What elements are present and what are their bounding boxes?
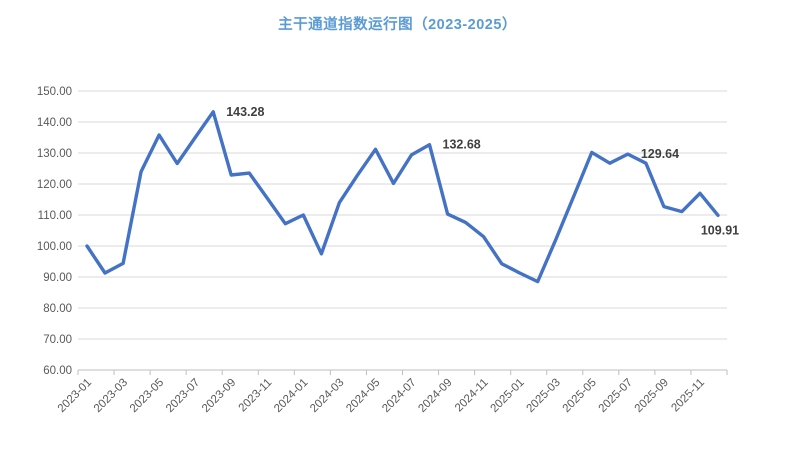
x-axis-tick-label: 2024-01 xyxy=(272,377,310,415)
x-axis-tick-label: 2025-01 xyxy=(488,377,526,415)
y-axis-tick-label: 60.00 xyxy=(43,365,72,377)
x-axis-tick-label: 2024-07 xyxy=(380,377,418,415)
y-axis-tick-label: 150.00 xyxy=(37,86,72,98)
y-axis-tick-label: 140.00 xyxy=(37,117,72,129)
x-axis-tick-label: 2024-05 xyxy=(344,377,382,415)
index-series-line xyxy=(85,110,720,284)
x-axis-tick-label: 2025-07 xyxy=(597,377,635,415)
x-axis-tick-label: 2023-09 xyxy=(200,377,238,415)
x-axis-tick-label: 2025-09 xyxy=(633,377,671,415)
x-axis-tick-label: 2025-11 xyxy=(669,377,707,415)
x-axis-tick-label: 2024-11 xyxy=(453,377,491,415)
x-axis-tick-label: 2023-03 xyxy=(92,377,130,415)
data-label: 132.68 xyxy=(443,138,481,152)
x-axis-tick-label: 2023-07 xyxy=(164,377,202,415)
x-axis-tick-label: 2024-03 xyxy=(308,377,346,415)
data-label: 129.64 xyxy=(641,147,679,161)
y-axis-tick-label: 100.00 xyxy=(37,241,72,253)
x-axis-tick-label: 2024-09 xyxy=(416,377,454,415)
x-axis-tick-label: 2023-11 xyxy=(237,377,275,415)
y-axis-tick-label: 130.00 xyxy=(37,148,72,160)
y-axis-tick-label: 80.00 xyxy=(43,303,72,315)
x-axis-tick-label: 2023-01 xyxy=(56,377,94,415)
y-axis-tick-label: 70.00 xyxy=(43,334,72,346)
chart-title: 主干通道指数运行图（2023-2025） xyxy=(278,17,517,33)
data-label: 109.91 xyxy=(701,223,739,237)
x-axis-tick-label: 2025-05 xyxy=(561,377,599,415)
x-axis-tick-label: 2025-03 xyxy=(525,377,563,415)
x-axis-tick-label: 2023-05 xyxy=(128,377,166,415)
data-label: 143.28 xyxy=(226,105,264,119)
y-axis-tick-label: 110.00 xyxy=(38,210,72,222)
y-axis-tick-label: 120.00 xyxy=(37,179,72,191)
y-axis-tick-label: 90.00 xyxy=(43,272,72,284)
